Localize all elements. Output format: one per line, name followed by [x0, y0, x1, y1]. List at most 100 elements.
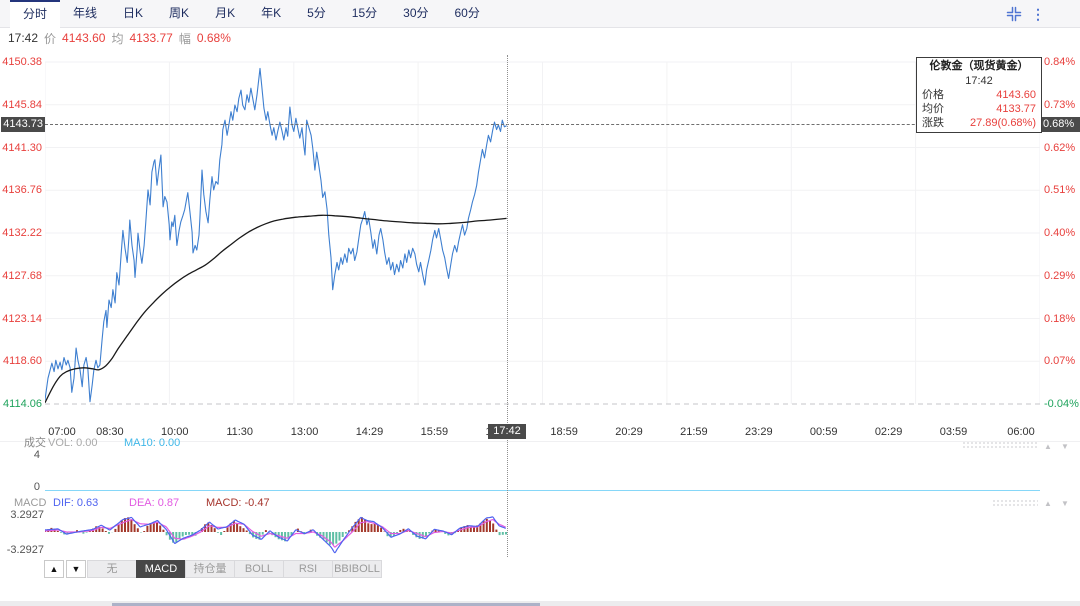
macd-hist-bar-positive — [133, 524, 136, 532]
macd-hist-bar-negative — [389, 532, 392, 538]
macd-axis-max: 3.2927 — [10, 509, 44, 521]
macd-hist-bar-positive — [98, 527, 101, 532]
macd-hist-bar-negative — [284, 532, 287, 542]
tooltip-time: 17:42 — [965, 75, 993, 87]
status-time: 17:42 — [8, 31, 39, 45]
indicator-button-BOLL[interactable]: BOLL — [234, 560, 284, 578]
macd-hist-bar-negative — [325, 532, 328, 543]
current-percent-badge: 0.68% — [1040, 117, 1080, 132]
pane-resize-dots-2[interactable] — [992, 499, 1038, 507]
time-axis-label: 02:29 — [874, 426, 903, 438]
tab-周K[interactable]: 周K — [169, 6, 190, 20]
macd-dea-label: DEA: 0.87 — [129, 497, 180, 509]
time-axis-label: 03:59 — [939, 426, 968, 438]
price-axis-label: 4132.22 — [2, 227, 42, 239]
macd-hist-bar-positive — [434, 529, 437, 532]
macd-hist-bar-negative — [425, 532, 427, 537]
macd-hist-bar-positive — [245, 530, 248, 532]
volume-axis-max: 4 — [33, 449, 40, 461]
macd-hist-bar-positive — [56, 530, 59, 532]
tab-年K[interactable]: 年K — [261, 6, 282, 20]
macd-hist-bar-positive — [495, 529, 498, 532]
macd-hist-bar-positive — [156, 522, 158, 532]
macd-hist-bar-negative — [181, 532, 184, 537]
macd-hist-bar-negative — [396, 532, 399, 534]
indicator-button-BBIBOLL[interactable]: BBIBOLL — [332, 560, 382, 578]
tab-月K[interactable]: 月K — [215, 6, 236, 20]
time-axis-label: 23:29 — [745, 426, 773, 438]
quote-tooltip: 伦敦金（现货黄金） 17:42 价格 4143.60 均价 4133.77 涨跌 27… — [916, 57, 1042, 133]
pane-shrink-button[interactable]: ▼ — [66, 560, 86, 578]
macd-hist-bar-positive — [489, 520, 491, 532]
macd-hist-bar-positive — [76, 530, 78, 532]
time-axis-label: 11:30 — [226, 426, 254, 438]
macd-hist-bar-positive — [136, 528, 139, 532]
price-axis-label: 4118.60 — [3, 355, 42, 368]
tab-30分[interactable]: 30分 — [403, 6, 429, 20]
tab-15分[interactable]: 15分 — [351, 6, 378, 20]
macd-hist-bar-positive — [402, 528, 405, 532]
pane-up-arrow-1[interactable]: ▲ — [1044, 442, 1052, 451]
price-axis-label: 4150.38 — [2, 56, 42, 68]
macd-hist-bar-negative — [178, 532, 181, 540]
crosshair-line — [507, 55, 508, 557]
tab-5分[interactable]: 5分 — [307, 6, 326, 20]
percent-axis-label: 0.62% — [1044, 141, 1076, 154]
percent-axis-label: 0.84% — [1044, 56, 1076, 68]
collapse-icon[interactable] — [1006, 6, 1022, 22]
macd-hist-bar-negative — [248, 532, 251, 535]
macd-hist-bar-positive — [364, 519, 367, 532]
volume-ma10-line — [45, 490, 1040, 491]
macd-hist-bar-positive — [130, 519, 133, 532]
tab-60分[interactable]: 60分 — [454, 6, 480, 20]
tooltip-change-value: 27.89(0.68%) — [969, 117, 1036, 129]
macd-hist-bar-negative — [505, 532, 507, 535]
tab-分时[interactable]: 分时 — [10, 0, 61, 28]
dif-line — [45, 516, 506, 554]
percent-axis-label: 0.07% — [1044, 355, 1076, 368]
macd-hist-bar-positive — [437, 530, 440, 532]
pane-down-arrow-2[interactable]: ▼ — [1061, 499, 1069, 508]
price-axis-label: 4123.14 — [2, 312, 42, 325]
macd-hist-bar-negative — [322, 532, 325, 540]
macd-hist-bar-positive — [485, 518, 488, 532]
time-axis-label: 18:59 — [550, 426, 578, 438]
status-avg-label: 均 — [111, 31, 124, 46]
tab-日K[interactable]: 日K — [123, 6, 144, 20]
quote-status-bar: 17:42 价 4143.60 均 4133.77 幅 0.68% — [8, 30, 231, 46]
macd-hist-bar-negative — [328, 532, 331, 545]
macd-hist-bar-positive — [408, 531, 411, 532]
macd-hist-bar-positive — [117, 524, 120, 532]
indicator-button-RSI[interactable]: RSI — [283, 560, 333, 578]
more-options-icon[interactable]: ⋮ — [1031, 6, 1045, 22]
pane-enlarge-button[interactable]: ▲ — [44, 560, 64, 578]
average-price-line — [45, 214, 507, 403]
period-tabs: 分时 年线 日K 周K 月K 年K 5分 15分 30分 60分 — [0, 0, 1080, 28]
macd-hist-bar-positive — [152, 521, 155, 532]
macd-hist-bar-positive — [370, 524, 373, 532]
macd-hist-bar-positive — [482, 520, 485, 532]
pane-down-arrow-1[interactable]: ▼ — [1061, 442, 1069, 451]
volume-ma10-label: MA10: 0.00 — [124, 437, 181, 449]
macd-pane-title: MACD — [14, 497, 47, 509]
macd-hist-bar-negative — [290, 532, 293, 536]
volume-pane-title: 成交 — [24, 437, 46, 449]
macd-hist-bar-positive — [239, 526, 242, 532]
pane-up-arrow-2[interactable]: ▲ — [1044, 499, 1052, 508]
tab-年线[interactable]: 年线 — [73, 6, 98, 20]
macd-hist-bar-positive — [127, 517, 130, 532]
price-axis-label: 4141.30 — [2, 141, 42, 154]
price-axis-label: 4114.06 — [3, 398, 42, 410]
macd-hist-bar-positive — [159, 525, 162, 532]
macd-hist-bar-negative — [172, 532, 175, 543]
macd-hist-bar-positive — [114, 528, 117, 532]
macd-hist-bar-positive — [204, 524, 207, 532]
macd-hist-bar-positive — [373, 523, 376, 532]
macd-hist-bar-positive — [88, 530, 91, 532]
macd-hist-bar-negative — [220, 532, 223, 535]
pane-resize-dots-1[interactable] — [962, 441, 1038, 449]
indicator-button-持仓量[interactable]: 持仓量 — [185, 560, 235, 578]
indicator-button-MACD[interactable]: MACD — [136, 560, 186, 578]
macd-hist-bar-negative — [344, 532, 347, 534]
indicator-button-无[interactable]: 无 — [87, 560, 137, 578]
